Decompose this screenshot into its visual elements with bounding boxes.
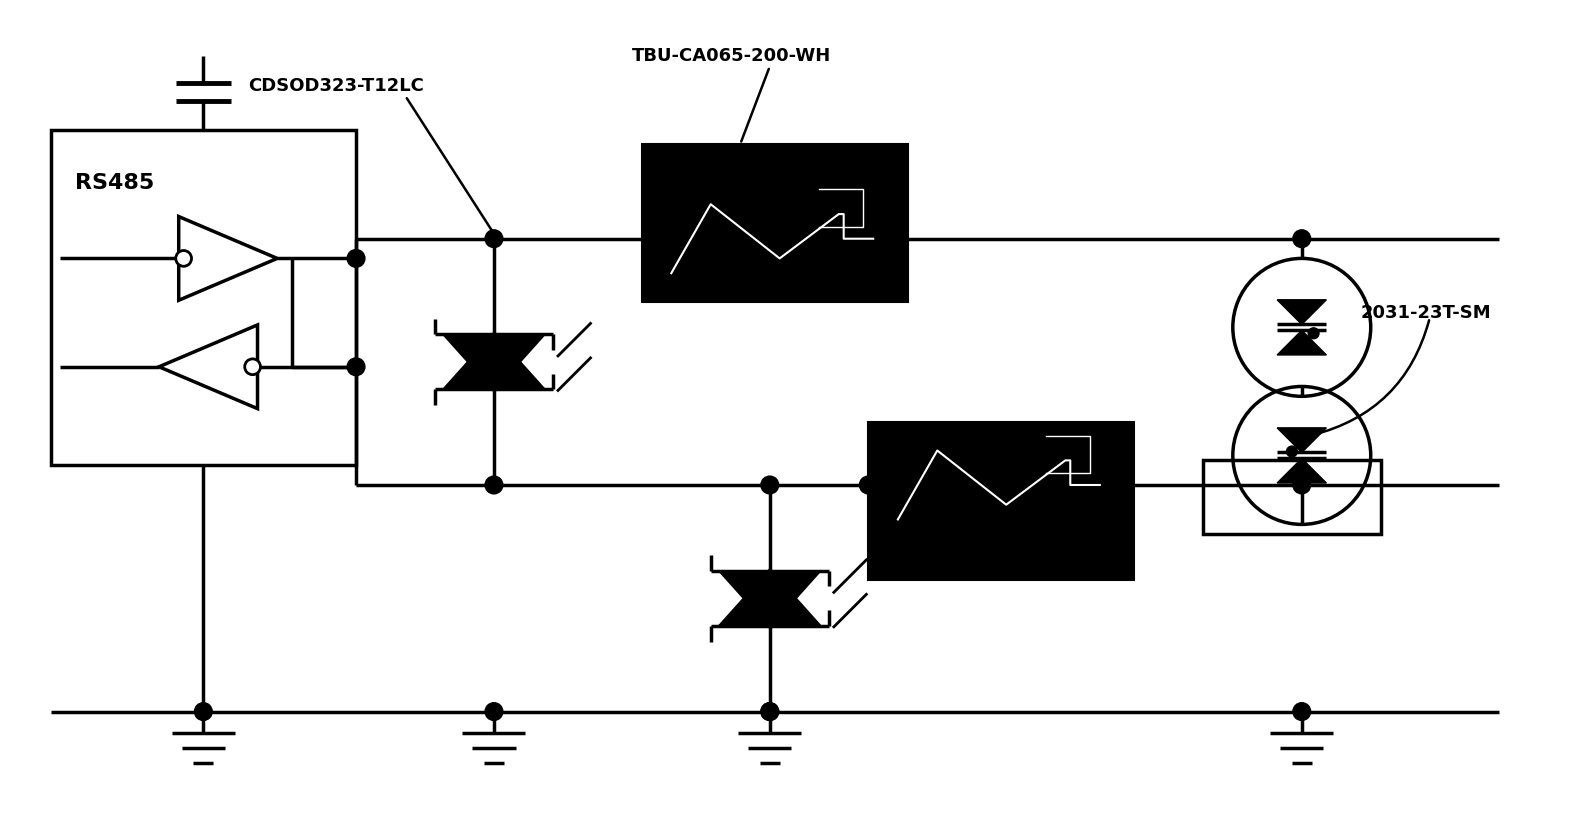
- Bar: [1203, 461, 1380, 534]
- Circle shape: [859, 477, 878, 494]
- Bar: [51, 130, 355, 466]
- Circle shape: [175, 251, 191, 267]
- Circle shape: [194, 703, 212, 721]
- Circle shape: [761, 703, 778, 721]
- Circle shape: [347, 358, 365, 375]
- Circle shape: [1293, 230, 1311, 247]
- Circle shape: [245, 359, 261, 375]
- Text: RS485: RS485: [76, 173, 155, 193]
- Circle shape: [1293, 703, 1311, 721]
- Circle shape: [761, 703, 778, 721]
- Text: TBU-CA065-200-WH: TBU-CA065-200-WH: [632, 48, 831, 65]
- Circle shape: [347, 249, 365, 268]
- Polygon shape: [1277, 300, 1326, 324]
- Polygon shape: [442, 334, 545, 391]
- Circle shape: [1307, 328, 1318, 339]
- Circle shape: [761, 477, 778, 494]
- Bar: [641, 144, 908, 302]
- Bar: [868, 422, 1134, 579]
- Polygon shape: [1277, 458, 1326, 483]
- Polygon shape: [718, 568, 821, 626]
- Circle shape: [485, 477, 502, 494]
- Polygon shape: [1277, 330, 1326, 355]
- Polygon shape: [442, 332, 545, 390]
- Polygon shape: [718, 571, 821, 628]
- Circle shape: [1287, 446, 1298, 457]
- Text: CDSOD323-T12LC: CDSOD323-T12LC: [248, 77, 423, 95]
- Circle shape: [1293, 477, 1311, 494]
- Circle shape: [485, 230, 502, 247]
- Circle shape: [485, 703, 502, 721]
- Text: 2031-23T-SM: 2031-23T-SM: [1361, 303, 1492, 322]
- Polygon shape: [1277, 428, 1326, 452]
